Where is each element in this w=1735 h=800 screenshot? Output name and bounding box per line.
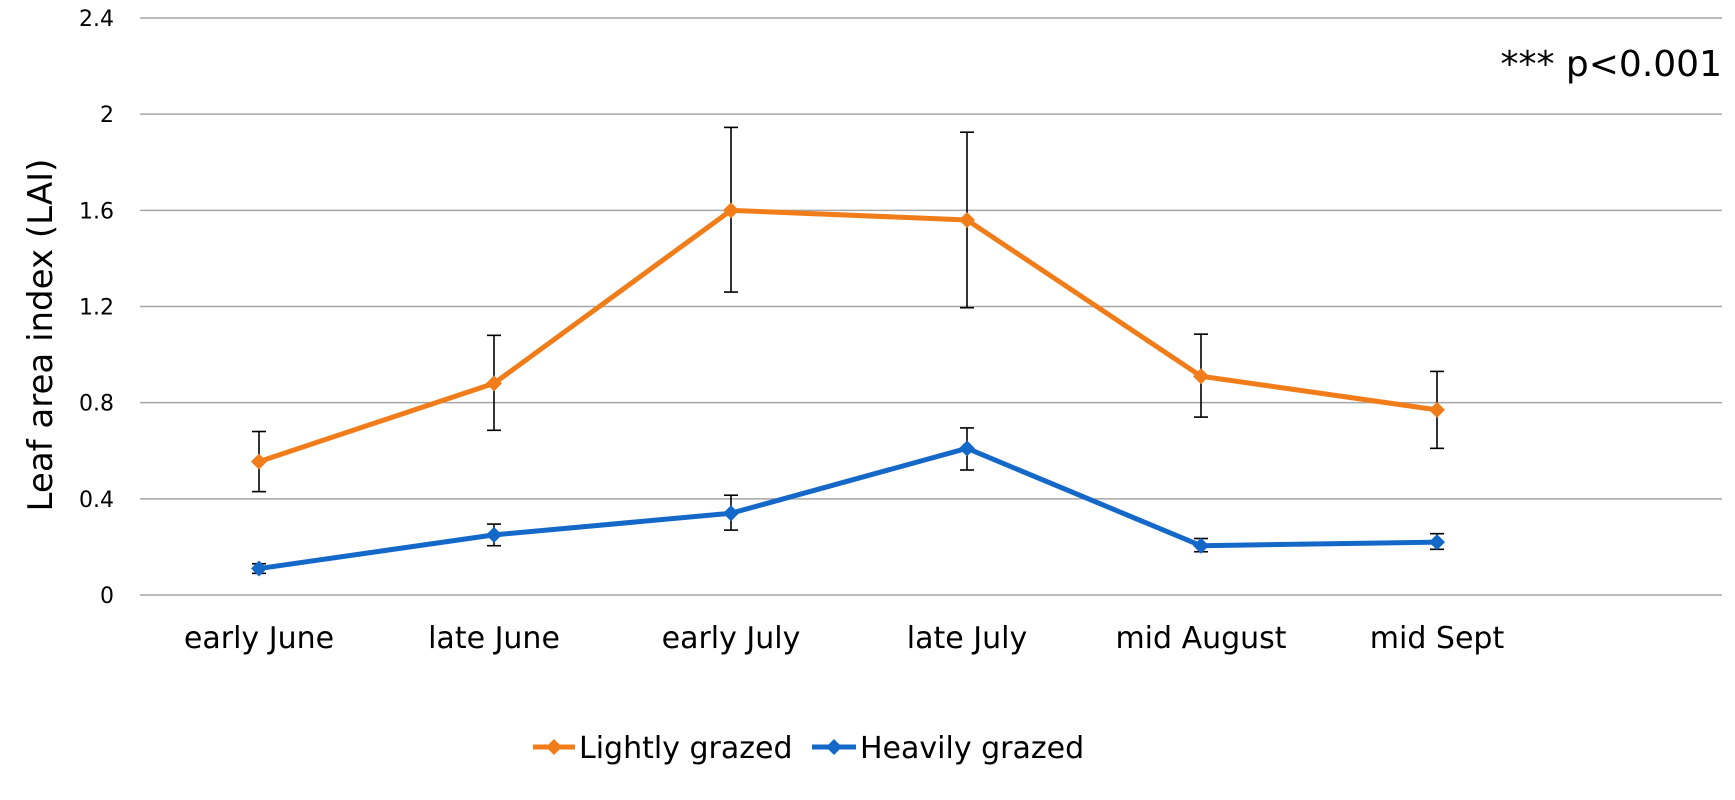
y-tick-label: 0.4 — [79, 488, 114, 513]
data-point — [1193, 537, 1209, 554]
y-axis-ticks: 0 0.4 0.8 1.2 1.6 2 2.4 — [79, 7, 114, 609]
y-tick-label: 2.4 — [79, 7, 114, 32]
x-category-label: late July — [907, 621, 1027, 656]
y-axis-label: Leaf area index (LAI) — [21, 159, 61, 512]
data-points — [251, 202, 1445, 577]
data-point — [251, 560, 267, 577]
x-axis-categories: early June late June early July late July mi… — [184, 621, 1505, 656]
legend-marker — [546, 739, 562, 755]
data-point — [1193, 368, 1209, 385]
legend-marker — [826, 739, 842, 755]
data-point — [486, 375, 502, 392]
series-line-heavily-grazed — [256, 445, 1440, 572]
data-point — [251, 453, 267, 470]
legend-item-lightly-grazed: Lightly grazed — [533, 731, 793, 766]
x-category-label: mid Sept — [1370, 621, 1505, 656]
x-category-label: mid August — [1115, 621, 1286, 656]
gridlines — [140, 17, 1722, 596]
data-point — [1429, 401, 1445, 418]
data-point — [1429, 534, 1445, 551]
error-bars — [252, 126, 1444, 575]
legend-item-heavily-grazed: Heavily grazed — [812, 731, 1084, 766]
series-lines — [256, 207, 1440, 572]
series-line-lightly-grazed — [256, 207, 1440, 465]
legend-label: Heavily grazed — [860, 731, 1084, 766]
data-point — [486, 526, 502, 543]
y-tick-label: 2 — [100, 103, 114, 128]
significance-annotation: *** p<0.001 — [1500, 44, 1722, 85]
data-point — [723, 202, 739, 219]
x-category-label: late June — [428, 621, 560, 656]
legend-label: Lightly grazed — [579, 731, 793, 766]
legend: Lightly grazed Heavily grazed — [533, 731, 1084, 766]
data-point — [959, 440, 975, 457]
y-tick-label: 0 — [100, 584, 114, 609]
x-category-label: early June — [184, 621, 334, 656]
y-tick-label: 1.2 — [79, 296, 114, 321]
y-tick-label: 1.6 — [79, 199, 114, 224]
x-category-label: early July — [662, 621, 801, 656]
data-point — [959, 211, 975, 228]
data-point — [723, 505, 739, 522]
y-tick-label: 0.8 — [79, 392, 114, 417]
